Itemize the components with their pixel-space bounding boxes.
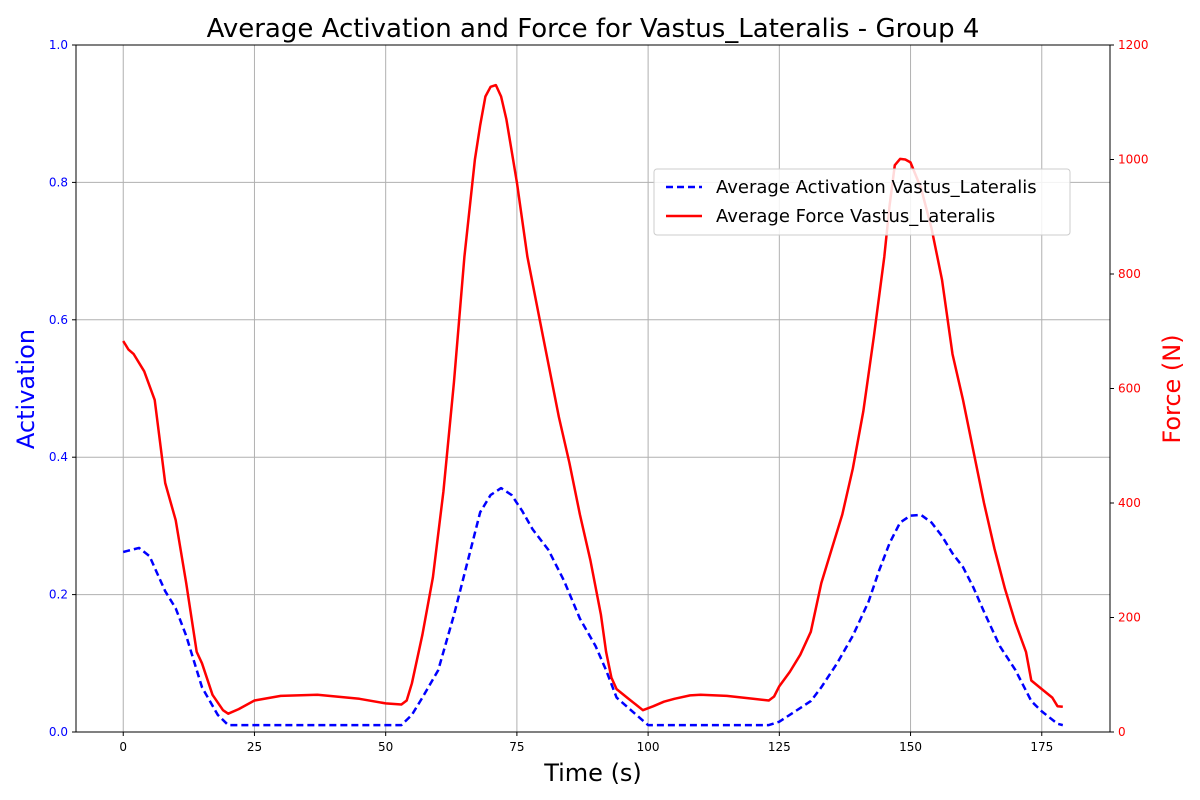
chart-title: Average Activation and Force for Vastus_… [207, 14, 980, 44]
x-tick-label: 150 [899, 740, 922, 754]
y-right-tick-label: 600 [1118, 382, 1141, 396]
x-tick-label: 100 [637, 740, 660, 754]
legend: Average Activation Vastus_Lateralis Aver… [653, 168, 1071, 236]
y-right-tick-label: 200 [1118, 611, 1141, 625]
x-tick-label: 125 [768, 740, 791, 754]
y-right-tick-label: 1000 [1118, 153, 1149, 167]
y-right-tick-label: 400 [1118, 496, 1141, 510]
x-tick-label: 75 [509, 740, 524, 754]
y-left-tick-label: 1.0 [49, 38, 68, 52]
y-right-tick-label: 800 [1118, 267, 1141, 281]
x-tick-label: 175 [1030, 740, 1053, 754]
series-line-activation [122, 486, 1064, 727]
legend-label-force: Average Force Vastus_Lateralis [716, 206, 995, 227]
y-left-tick-label: 0.4 [49, 450, 68, 464]
y-right-tick-label: 0 [1118, 725, 1126, 739]
y-right-tick-label: 1200 [1118, 38, 1149, 52]
x-tick-label: 50 [378, 740, 393, 754]
x-axis-label: Time (s) [543, 759, 642, 787]
x-tick-label: 0 [119, 740, 127, 754]
y-left-tick-label: 0.8 [49, 175, 68, 189]
y-axis-left-label: Activation [12, 329, 40, 449]
ticks: 0 25 50 75 100 125 150 175 0.0 0.2 0.4 0.6 0.8 1.0 0 20… [49, 38, 1149, 754]
x-tick-label: 25 [247, 740, 262, 754]
y-left-tick-label: 0.0 [49, 725, 68, 739]
y-left-tick-label: 0.2 [49, 588, 68, 602]
legend-box [653, 168, 1071, 236]
legend-label-activation: Average Activation Vastus_Lateralis [716, 177, 1037, 198]
y-left-tick-label: 0.6 [49, 313, 68, 327]
y-axis-right-label: Force (N) [1158, 334, 1186, 443]
